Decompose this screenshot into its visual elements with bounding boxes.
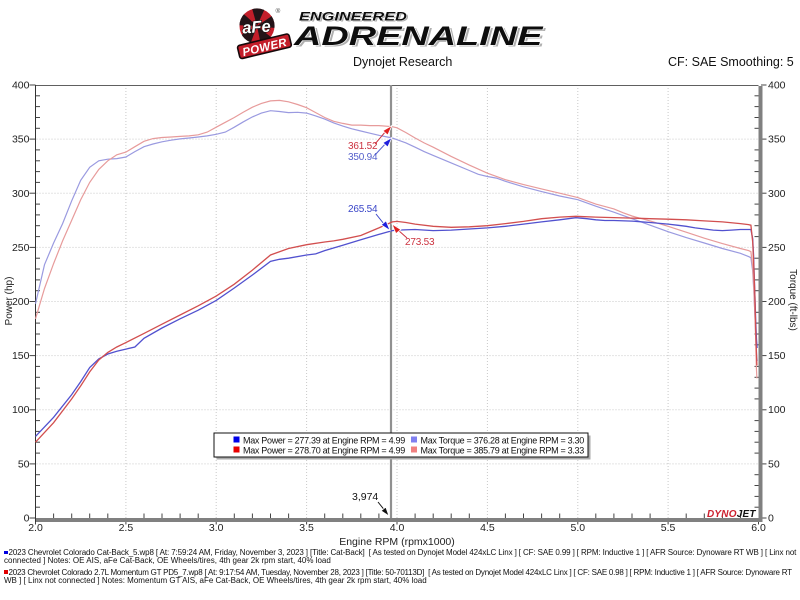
svg-text:2.5: 2.5 bbox=[119, 522, 134, 534]
svg-text:350: 350 bbox=[12, 134, 30, 146]
svg-text:150: 150 bbox=[12, 350, 30, 362]
svg-text:CF: SAE Smoothing: 5: CF: SAE Smoothing: 5 bbox=[668, 55, 794, 69]
svg-text:50: 50 bbox=[768, 458, 780, 470]
svg-text:ENGINEERED: ENGINEERED bbox=[299, 10, 407, 23]
svg-text:Dynojet Research: Dynojet Research bbox=[353, 55, 452, 69]
svg-text:100: 100 bbox=[12, 404, 30, 416]
svg-text:Max Torque = 385.79 at Engine: Max Torque = 385.79 at Engine RPM = 3.33 bbox=[421, 446, 585, 456]
svg-text:200: 200 bbox=[768, 296, 786, 308]
svg-text:300: 300 bbox=[12, 188, 30, 200]
svg-text:aFe: aFe bbox=[242, 17, 272, 37]
svg-text:4.0: 4.0 bbox=[390, 522, 405, 534]
svg-text:3,974: 3,974 bbox=[352, 491, 378, 503]
svg-text:300: 300 bbox=[768, 188, 786, 200]
svg-text:ENGINEERED: ENGINEERED bbox=[301, 11, 409, 24]
svg-text:®: ® bbox=[276, 7, 281, 15]
svg-text:5.0: 5.0 bbox=[570, 522, 585, 534]
svg-text:Max Torque = 376.28 at Engine: Max Torque = 376.28 at Engine RPM = 3.30 bbox=[421, 436, 585, 446]
svg-text:150: 150 bbox=[768, 350, 786, 362]
svg-text:Torque (ft-lbs): Torque (ft-lbs) bbox=[787, 269, 798, 331]
svg-text:DYNOJET: DYNOJET bbox=[707, 509, 756, 520]
svg-text:Engine RPM (rpmx1000): Engine RPM (rpmx1000) bbox=[339, 536, 455, 548]
svg-text:200: 200 bbox=[12, 296, 30, 308]
svg-text:Power (hp): Power (hp) bbox=[4, 277, 15, 326]
svg-text:400: 400 bbox=[12, 80, 30, 92]
svg-text:5.5: 5.5 bbox=[661, 522, 676, 534]
svg-text:400: 400 bbox=[768, 80, 786, 92]
svg-text:4.5: 4.5 bbox=[480, 522, 495, 534]
svg-text:3.5: 3.5 bbox=[299, 522, 314, 534]
svg-text:250: 250 bbox=[768, 242, 786, 254]
svg-text:2.0: 2.0 bbox=[28, 522, 43, 534]
svg-text:100: 100 bbox=[768, 404, 786, 416]
svg-text:ADRENALINE: ADRENALINE bbox=[295, 22, 546, 52]
svg-text:0: 0 bbox=[24, 513, 30, 525]
svg-text:Max Power = 278.70 at Engine R: Max Power = 278.70 at Engine RPM = 4.99 bbox=[243, 446, 405, 456]
svg-text:6.0: 6.0 bbox=[751, 522, 766, 534]
svg-text:50: 50 bbox=[18, 458, 30, 470]
svg-text:350.94: 350.94 bbox=[348, 152, 378, 163]
svg-text:265.54: 265.54 bbox=[348, 204, 378, 215]
svg-text:361.52: 361.52 bbox=[348, 141, 378, 152]
svg-text:ADRENALINE: ADRENALINE bbox=[293, 21, 544, 51]
svg-text:350: 350 bbox=[768, 134, 786, 146]
svg-text:273.53: 273.53 bbox=[405, 237, 435, 248]
svg-text:250: 250 bbox=[12, 242, 30, 254]
svg-text:3.0: 3.0 bbox=[209, 522, 224, 534]
svg-text:0: 0 bbox=[768, 513, 774, 525]
svg-text:Max Power = 277.39 at Engine R: Max Power = 277.39 at Engine RPM = 4.99 bbox=[243, 436, 405, 446]
